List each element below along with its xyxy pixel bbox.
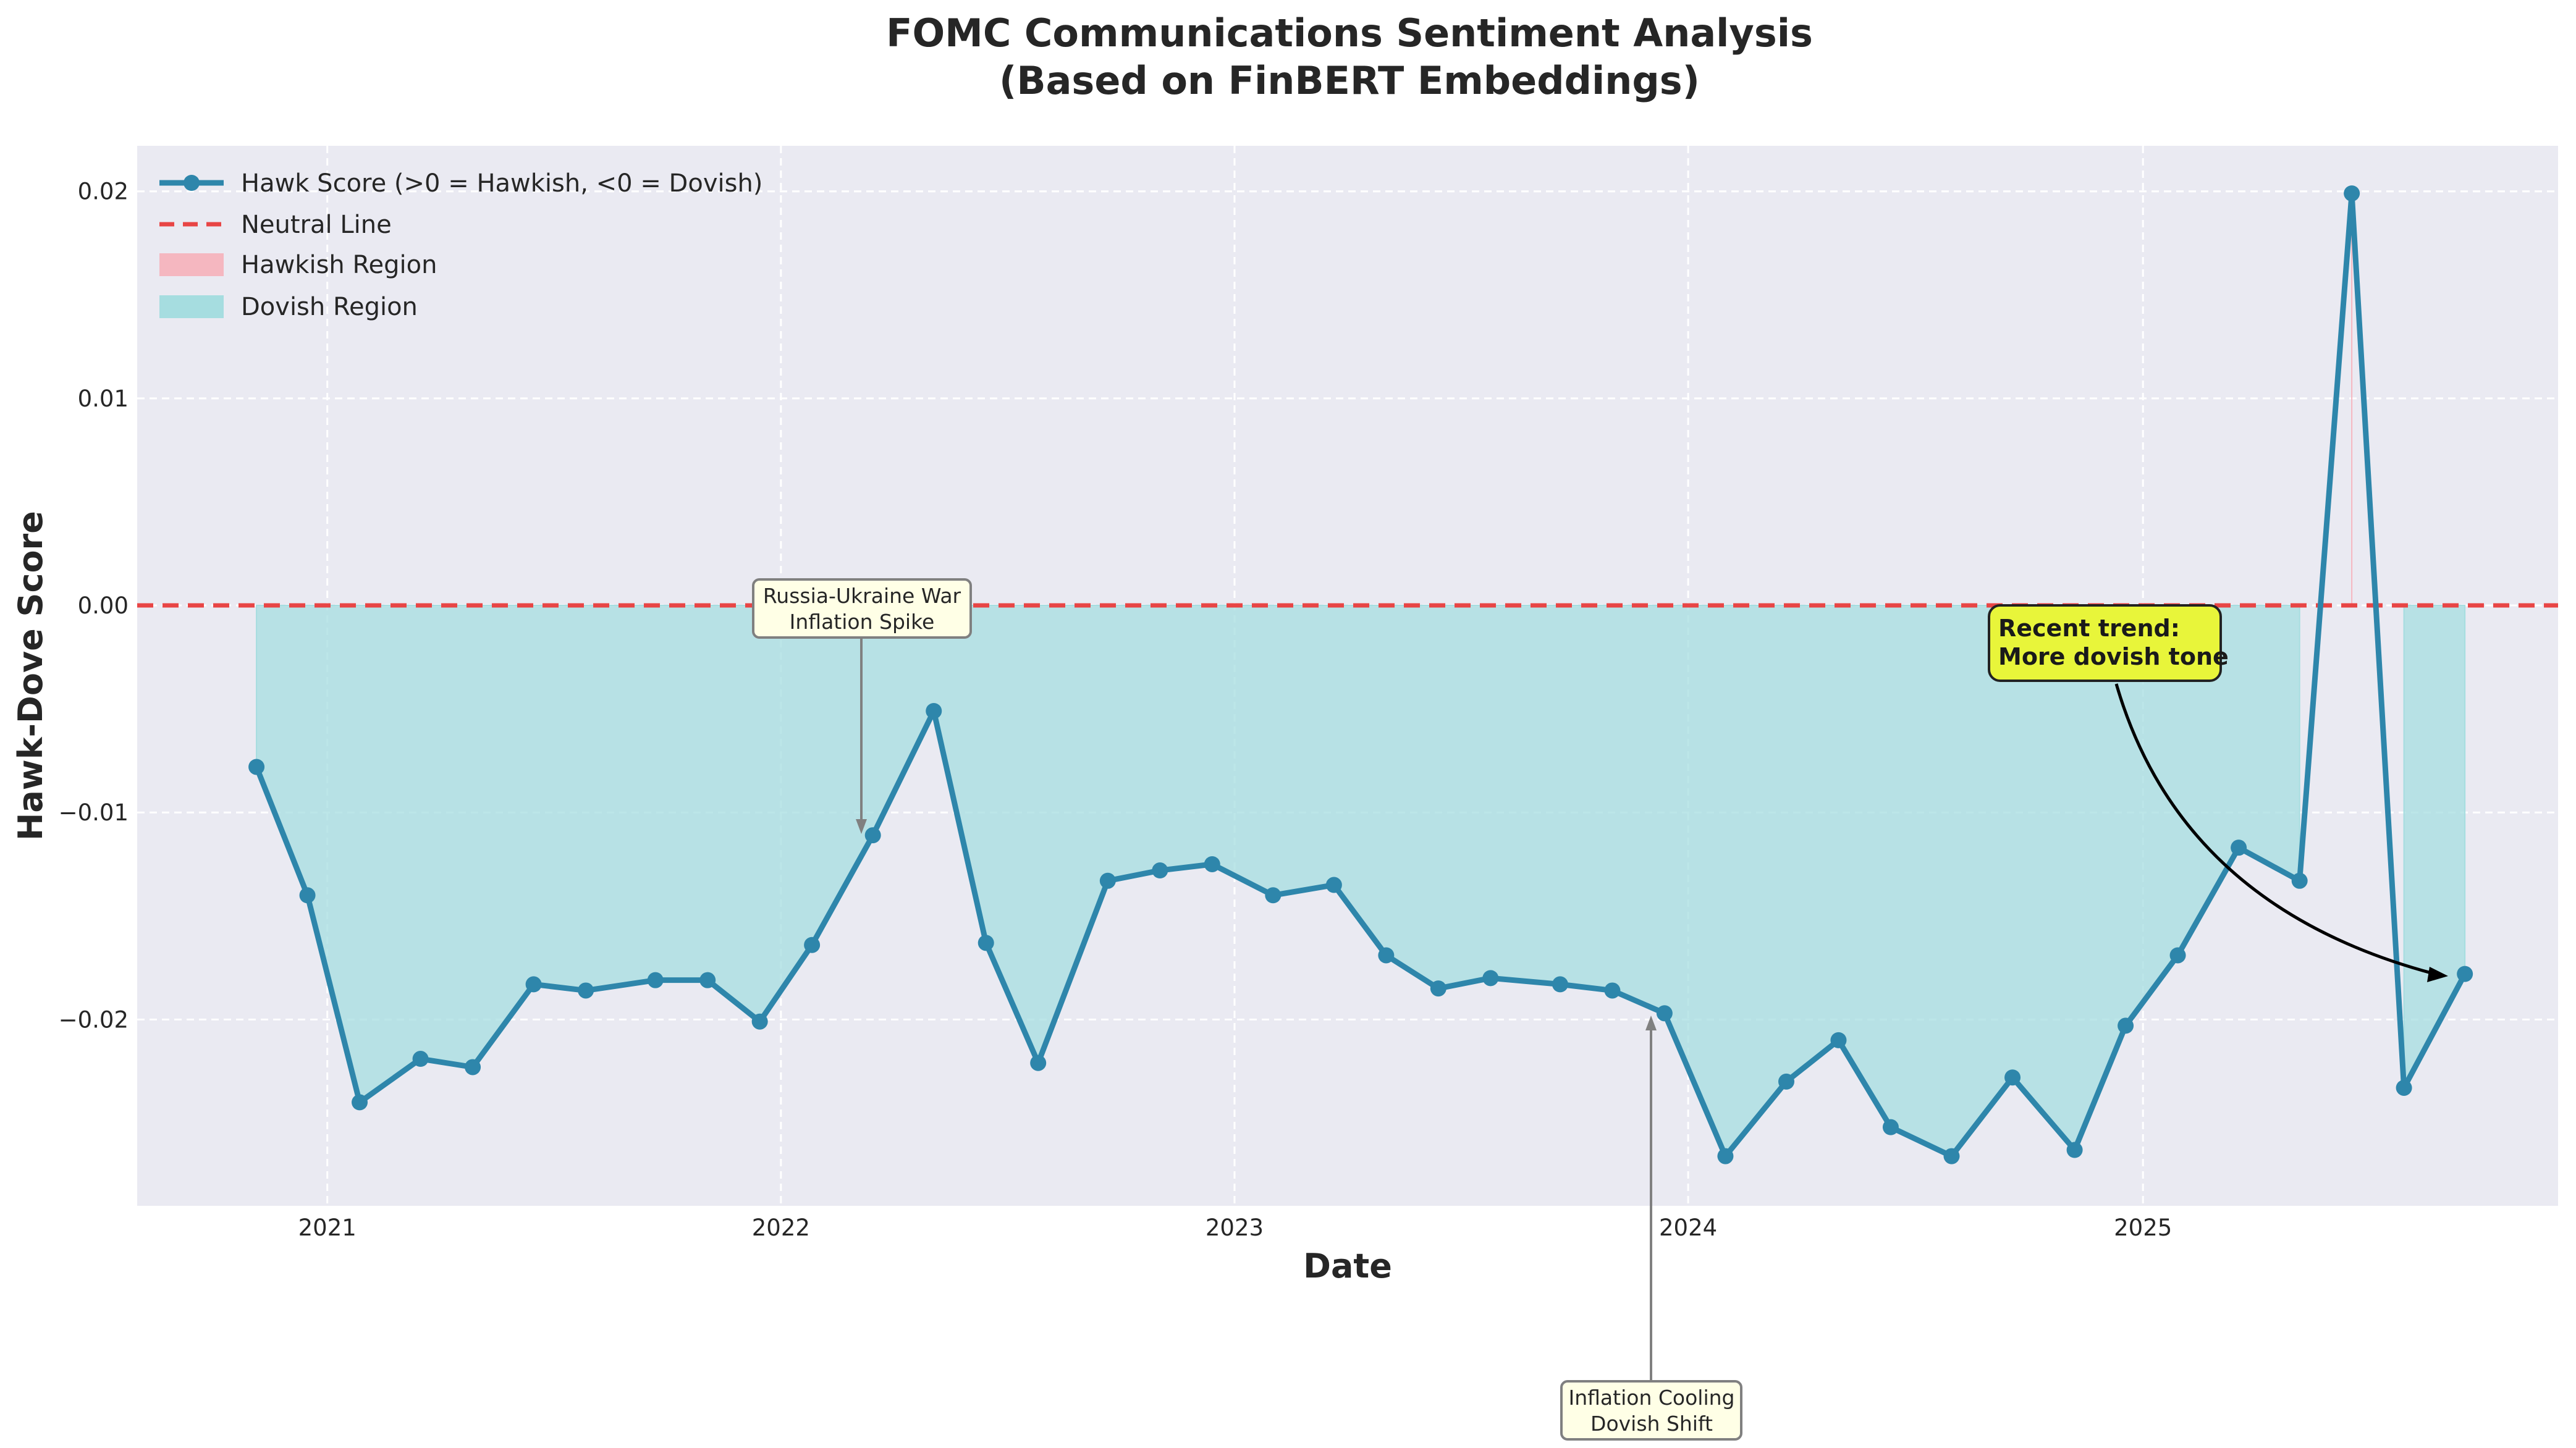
- hawk-score-line: [253, 190, 2468, 1160]
- annotation-russia-line2: Inflation Spike: [790, 610, 935, 634]
- data-point: [1152, 862, 1168, 879]
- annotation-cooling-box: [1560, 1380, 1742, 1441]
- y-axis-label: Hawk-Dove Score: [11, 511, 50, 841]
- x-tick-label: 2024: [1659, 1214, 1717, 1241]
- data-point: [804, 937, 821, 953]
- x-tick-label: 2021: [298, 1214, 357, 1241]
- data-point: [352, 1094, 368, 1111]
- data-point: [1656, 1005, 1673, 1022]
- data-point: [1882, 1119, 1899, 1135]
- data-point: [2169, 947, 2186, 964]
- data-point: [1430, 980, 1446, 997]
- y-tick-label: 0.00: [78, 592, 129, 619]
- data-point: [1325, 877, 1342, 893]
- hawk-score-series: [248, 185, 2473, 1164]
- data-point: [1604, 982, 1621, 999]
- data-point: [1778, 1073, 1794, 1090]
- data-point: [1552, 976, 1568, 993]
- data-point: [699, 972, 716, 988]
- data-point: [2396, 1079, 2412, 1096]
- data-point: [299, 887, 316, 904]
- legend-hawk-score: Hawk Score (>0 = Hawkish, <0 = Dovish): [241, 169, 762, 198]
- legend: Hawk Score (>0 = Hawkish, <0 = Dovish) N…: [159, 169, 762, 321]
- annotation-trend-box: [1988, 604, 2222, 682]
- y-tick-label: 0.02: [78, 179, 129, 205]
- x-axis-label: Date: [1303, 1247, 1392, 1286]
- x-axis-ticks: 2021 2022 2023 2024 2025: [298, 1214, 2173, 1241]
- data-point: [751, 1013, 768, 1030]
- legend-hawkish: Hawkish Region: [241, 251, 437, 279]
- annotation-trend-arrow: [2114, 683, 2439, 977]
- x-tick-label: 2023: [1206, 1214, 1264, 1241]
- legend-dovish-swatch: [159, 295, 224, 318]
- annotation-inflation-cooling: Inflation Cooling Dovish Shift: [1560, 1016, 1742, 1441]
- data-point: [2231, 840, 2247, 856]
- annotation-russia-box: [752, 578, 972, 639]
- data-point: [2118, 1017, 2134, 1034]
- chart-title-line2: (Based on FinBERT Embeddings): [999, 58, 1700, 103]
- annotation-trend-line1: Recent trend:: [1998, 615, 2180, 642]
- data-point: [1378, 947, 1395, 964]
- annotation-russia-arrowhead: [856, 819, 867, 834]
- annotation-cooling-line1: Inflation Cooling: [1569, 1386, 1735, 1410]
- data-point: [1830, 1032, 1847, 1048]
- y-axis-ticks: 0.02 0.01 0.00 −0.01 −0.02: [59, 179, 129, 1033]
- data-point: [2344, 185, 2360, 202]
- data-point: [1943, 1148, 1960, 1164]
- data-point: [525, 976, 542, 993]
- x-tick-label: 2025: [2114, 1214, 2172, 1241]
- y-tick-label: −0.02: [59, 1006, 129, 1033]
- data-point: [1099, 872, 1116, 889]
- data-point: [926, 702, 942, 719]
- y-tick-label: 0.01: [78, 385, 129, 412]
- data-point: [578, 982, 594, 999]
- data-point: [1030, 1054, 1047, 1071]
- data-point: [465, 1059, 481, 1075]
- data-point: [2004, 1069, 2021, 1086]
- data-point: [647, 972, 664, 988]
- data-point: [2066, 1142, 2083, 1158]
- annotation-russia-ukraine: Russia-Ukraine War Inflation Spike: [752, 578, 972, 834]
- data-point: [1717, 1148, 1734, 1164]
- data-point: [978, 935, 994, 951]
- data-point: [1482, 970, 1499, 987]
- legend-line-marker: [184, 175, 200, 191]
- data-point: [864, 827, 881, 844]
- annotation-trend-line2: More dovish tone: [1998, 643, 2229, 670]
- annotation-trend-arrowhead: [2427, 967, 2448, 982]
- legend-hawkish-swatch: [159, 253, 224, 276]
- y-tick-label: −0.01: [59, 799, 129, 826]
- annotation-cooling-line2: Dovish Shift: [1590, 1412, 1713, 1436]
- data-point: [412, 1051, 429, 1067]
- data-point: [1265, 887, 1282, 904]
- data-point: [248, 759, 265, 775]
- legend-dovish: Dovish Region: [241, 293, 418, 321]
- data-point: [2291, 872, 2308, 889]
- data-point: [1204, 856, 1220, 872]
- x-tick-label: 2022: [752, 1214, 810, 1241]
- data-point: [2457, 966, 2473, 982]
- legend-neutral: Neutral Line: [241, 211, 392, 239]
- annotation-recent-trend: Recent trend: More dovish tone: [1988, 604, 2448, 982]
- chart-title-line1: FOMC Communications Sentiment Analysis: [886, 11, 1813, 56]
- annotation-cooling-arrowhead: [1645, 1016, 1657, 1030]
- annotation-russia-line1: Russia-Ukraine War: [763, 584, 961, 608]
